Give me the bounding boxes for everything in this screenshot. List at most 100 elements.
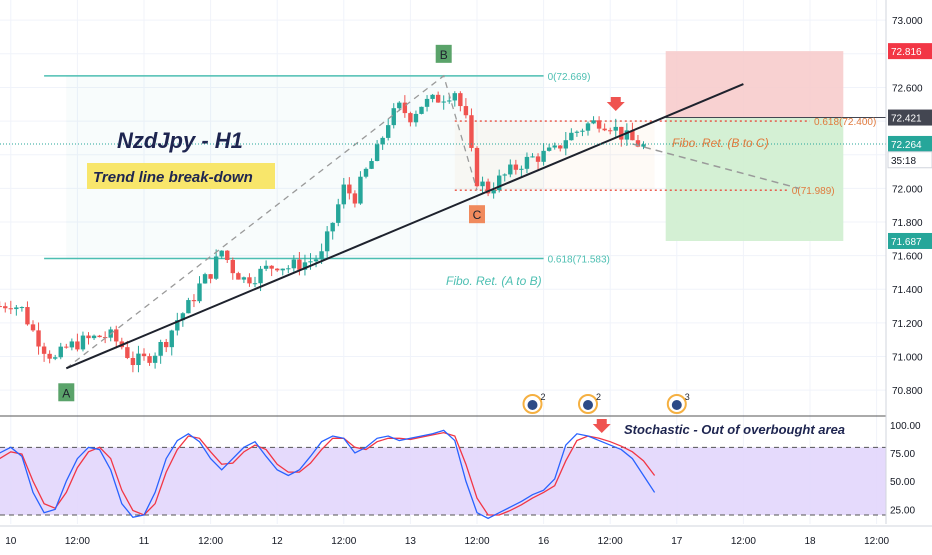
candle-body bbox=[347, 184, 352, 194]
candle-body bbox=[97, 335, 102, 338]
point-label: C bbox=[473, 208, 482, 222]
candle-body bbox=[380, 137, 385, 145]
stochastic-tick-label: 50.00 bbox=[890, 477, 915, 488]
fib-bc-label: Fibo. Ret. (B to C) bbox=[672, 136, 769, 150]
price-badge-label: 35:18 bbox=[891, 156, 916, 167]
candle-body bbox=[569, 132, 574, 141]
candle-body bbox=[313, 259, 319, 262]
position-zones bbox=[665, 51, 886, 241]
candle-body bbox=[180, 313, 186, 321]
candle-body bbox=[447, 100, 452, 102]
stop-loss-zone bbox=[665, 51, 844, 118]
candle-body bbox=[330, 222, 335, 232]
time-tick-label: 13 bbox=[405, 536, 417, 547]
candle-body bbox=[541, 150, 546, 162]
price-tick-label: 71.200 bbox=[892, 319, 923, 330]
fib-ab-level-label: 0.618(71.583) bbox=[548, 254, 610, 265]
candle-body bbox=[530, 156, 535, 158]
candle-body bbox=[41, 346, 47, 354]
event-icon-flag bbox=[671, 400, 682, 410]
price-tick-label: 71.000 bbox=[892, 353, 923, 364]
candle-body bbox=[391, 108, 396, 126]
price-tick-label: 71.600 bbox=[892, 252, 923, 263]
candle-body bbox=[308, 261, 313, 263]
candle-body bbox=[574, 131, 580, 133]
candle-body bbox=[580, 130, 585, 132]
candle-body bbox=[535, 156, 541, 162]
candle-body bbox=[402, 102, 408, 114]
price-badge bbox=[888, 109, 932, 126]
abc-dashed-path bbox=[65, 74, 478, 369]
price-tick-label: 73.000 bbox=[892, 16, 923, 27]
time-tick-label: 12:00 bbox=[464, 536, 489, 547]
candle-body bbox=[352, 193, 358, 204]
candle-body bbox=[91, 335, 97, 339]
candle-body bbox=[280, 268, 285, 271]
candle-body bbox=[341, 184, 346, 205]
candle-body bbox=[225, 250, 230, 260]
point-label: B bbox=[440, 48, 448, 62]
candle-body bbox=[19, 307, 25, 309]
candle-body bbox=[358, 176, 363, 204]
point-marker bbox=[469, 205, 485, 224]
candle-body bbox=[208, 274, 213, 279]
time-tick-label: 17 bbox=[671, 536, 683, 547]
candle-body bbox=[374, 144, 380, 162]
time-tick-label: 12 bbox=[272, 536, 284, 547]
time-tick-label: 12:00 bbox=[731, 536, 756, 547]
candle-body bbox=[252, 283, 258, 285]
time-tick-label: 16 bbox=[538, 536, 550, 547]
candle-body bbox=[213, 256, 219, 279]
candle-body bbox=[491, 190, 496, 194]
candle-body bbox=[258, 268, 263, 284]
point-marker bbox=[58, 383, 75, 402]
candle-body bbox=[413, 113, 419, 123]
candle-body bbox=[141, 353, 147, 357]
candle-body bbox=[286, 268, 291, 270]
point-marker bbox=[435, 44, 452, 63]
event-icon-count: 2 bbox=[596, 392, 601, 402]
candle-body bbox=[513, 164, 519, 170]
symbol-title: NzdJpy - H1 bbox=[117, 128, 243, 153]
candle-body bbox=[474, 147, 480, 187]
candle-body bbox=[80, 335, 86, 350]
price-badge bbox=[888, 43, 932, 60]
candle-body bbox=[125, 347, 130, 358]
candles bbox=[0, 91, 646, 373]
stochastic-k-line bbox=[0, 429, 656, 520]
trend-lines bbox=[0, 74, 886, 433]
candle-body bbox=[191, 300, 197, 302]
candle-body bbox=[619, 126, 624, 140]
candle-body bbox=[408, 113, 413, 123]
stochastic-labels: Stochastic - Out of overbought area bbox=[624, 422, 845, 437]
fib-bc-fill bbox=[454, 121, 655, 191]
candle-body bbox=[47, 353, 52, 359]
candle-body bbox=[435, 94, 441, 103]
point-label: A bbox=[62, 386, 70, 400]
candle-body bbox=[202, 274, 208, 284]
time-tick-label: 12:00 bbox=[331, 536, 356, 547]
candle-body bbox=[630, 130, 635, 141]
breakdown-arrow bbox=[606, 96, 625, 111]
candle-body bbox=[591, 120, 596, 124]
candle-body bbox=[419, 106, 424, 114]
candle-body bbox=[75, 341, 80, 350]
candle-body bbox=[508, 164, 513, 175]
fib-ab-level-label: 0(72.669) bbox=[548, 72, 591, 83]
candle-body bbox=[230, 259, 235, 274]
stochastic-tick-label: 75.00 bbox=[890, 449, 915, 460]
candle-body bbox=[424, 98, 430, 107]
candle-body bbox=[608, 130, 613, 132]
price-tick-label: 70.800 bbox=[892, 386, 923, 397]
candle-body bbox=[485, 181, 491, 194]
candle-body bbox=[58, 346, 63, 358]
price-badge bbox=[888, 135, 932, 152]
price-axis-bg bbox=[886, 0, 932, 550]
candle-body bbox=[130, 357, 136, 366]
candle-body bbox=[186, 300, 191, 314]
candle-body bbox=[302, 262, 308, 270]
candle-body bbox=[336, 204, 341, 223]
candle-body bbox=[546, 147, 552, 151]
